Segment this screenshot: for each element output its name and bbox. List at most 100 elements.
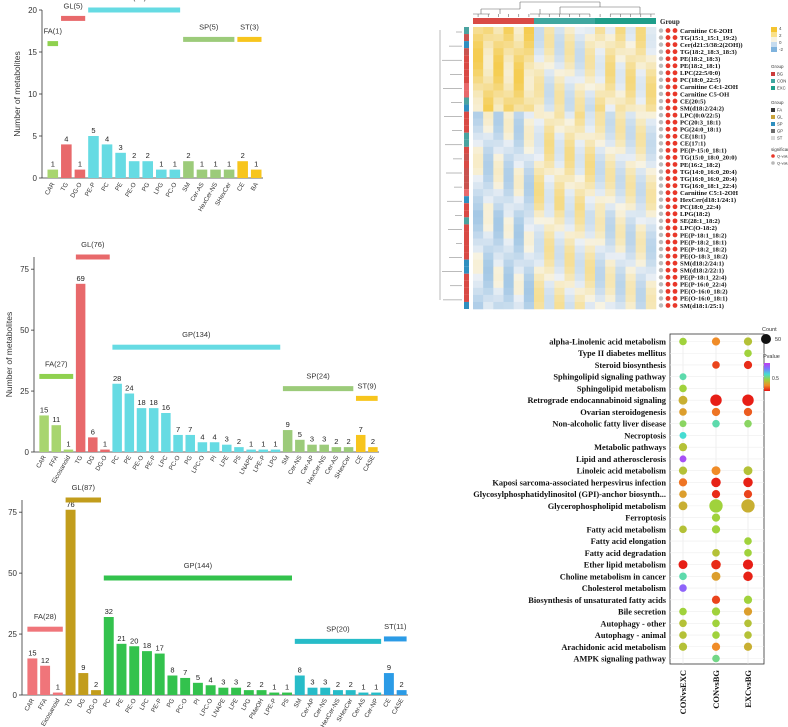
- row-label: PG(24:0_18:1): [680, 127, 721, 134]
- heatmap-cell: [645, 160, 657, 169]
- heatmap-cell: [523, 90, 535, 98]
- heatmap-cell: [605, 294, 616, 303]
- heatmap-cell: [473, 27, 484, 35]
- bar-value-label: 2: [237, 437, 241, 446]
- heatmap-cell: [564, 118, 575, 126]
- significance-dot: [672, 105, 678, 111]
- significance-dot: [672, 296, 678, 301]
- heatmap-cell: [513, 168, 525, 176]
- heatmap-cell: [635, 266, 647, 275]
- class-group-label: ST(9): [357, 381, 376, 390]
- group-legend-swatch: [771, 86, 775, 90]
- significance-dot: [665, 56, 671, 62]
- category-tick-label: PG: [166, 697, 177, 708]
- heatmap-cell: [554, 182, 565, 190]
- row-class-cell: [464, 196, 469, 204]
- heatmap-cell: [584, 132, 596, 141]
- heatmap-cell: [544, 259, 555, 267]
- bar: [39, 415, 49, 452]
- heatmap-cell: [493, 238, 504, 246]
- heatmap-cell: [615, 153, 626, 162]
- bar-value-label: 1: [173, 160, 177, 169]
- bar-value-label: 2: [146, 151, 150, 160]
- heatmap-cell: [584, 182, 596, 190]
- heatmap-cell: [483, 125, 494, 134]
- heatmap-cell: [615, 118, 626, 126]
- heatmap-cell: [534, 125, 545, 134]
- significance-dot: [658, 84, 664, 90]
- pathway-label: Retrograde endocannabinoid signaling: [527, 396, 666, 405]
- heatmap-cell: [595, 97, 606, 105]
- enrichment-point: [744, 631, 752, 639]
- heatmap-cell: [473, 217, 484, 225]
- significance-dot: [658, 246, 664, 252]
- y-tick-label: 25: [8, 630, 17, 639]
- heatmap-cell: [574, 238, 586, 246]
- bar: [154, 653, 165, 695]
- significance-dot: [672, 211, 678, 217]
- heatmap-cell: [605, 175, 616, 183]
- heatmap-cell: [615, 252, 626, 260]
- heatmap-cell: [523, 182, 535, 190]
- heatmap-cell: [544, 203, 555, 211]
- heatmap-cell: [534, 245, 545, 253]
- heatmap-cell: [493, 111, 504, 119]
- comparison-label: EXCvsBG: [743, 670, 753, 708]
- heatmap-cell: [564, 41, 575, 49]
- significance-dot: [658, 141, 664, 146]
- class-group-bar: [39, 373, 74, 379]
- enrichment-point: [678, 395, 688, 405]
- heatmap-cell: [605, 104, 616, 112]
- row-class-cell: [464, 287, 469, 295]
- heatmap-cell: [615, 224, 626, 232]
- heatmap-cell: [625, 160, 636, 169]
- row-label: CE(18:1): [680, 134, 706, 141]
- heatmap-cell: [534, 97, 545, 105]
- significance-dot: [665, 246, 671, 252]
- heatmap-cell: [554, 160, 565, 169]
- heatmap-cell: [554, 287, 565, 296]
- category-tick-label: PE: [114, 182, 124, 193]
- heatmap-cell: [473, 182, 484, 190]
- pathway-label: Linoleic acid metabolism: [577, 467, 666, 476]
- heatmap-cell: [554, 118, 565, 126]
- bar-value-label: 3: [234, 678, 238, 687]
- heatmap-cell: [513, 294, 525, 303]
- heatmap-cell: [625, 118, 636, 126]
- heatmap-cell: [544, 301, 555, 310]
- heatmap-cell: [503, 287, 514, 296]
- heatmap-cell: [615, 69, 626, 77]
- heatmap-cell: [635, 203, 647, 211]
- heatmap-cell: [493, 153, 504, 162]
- heatmap-cell: [503, 55, 514, 63]
- heatmap-cell: [595, 41, 606, 49]
- row-label: TG(16:0_16:0_20:4): [680, 176, 737, 183]
- category-tick-label: SM: [181, 182, 192, 194]
- row-label: SM(d18:1/25:1): [680, 303, 724, 310]
- heatmap-cell: [544, 294, 555, 303]
- heatmap-cell: [574, 139, 586, 148]
- heatmap-cell: [493, 27, 504, 35]
- heatmap-cell: [523, 217, 535, 225]
- heatmap-cell: [544, 238, 555, 246]
- heatmap-cell: [625, 203, 636, 211]
- heatmap-cell: [564, 76, 575, 84]
- enrichment-point: [711, 513, 721, 522]
- class-legend-label: FA: [777, 108, 782, 113]
- heatmap-cell: [625, 104, 636, 112]
- heatmap-cell: [564, 266, 575, 275]
- enrichment-point: [679, 619, 687, 628]
- heatmap-cell: [503, 217, 514, 225]
- enrichment-point: [679, 572, 687, 581]
- category-tick-label: DG-O: [85, 697, 99, 715]
- pathway-label: Sphingolipid metabolism: [577, 384, 666, 393]
- heatmap-cell: [503, 76, 514, 84]
- group-legend-swatch: [771, 79, 775, 83]
- heatmap-cell: [615, 62, 626, 70]
- enrichment-point: [711, 559, 721, 570]
- bar-value-label: 4: [105, 134, 109, 143]
- heatmap-cell: [584, 189, 596, 197]
- heatmap-cell: [493, 245, 504, 253]
- row-class-cell: [464, 90, 469, 98]
